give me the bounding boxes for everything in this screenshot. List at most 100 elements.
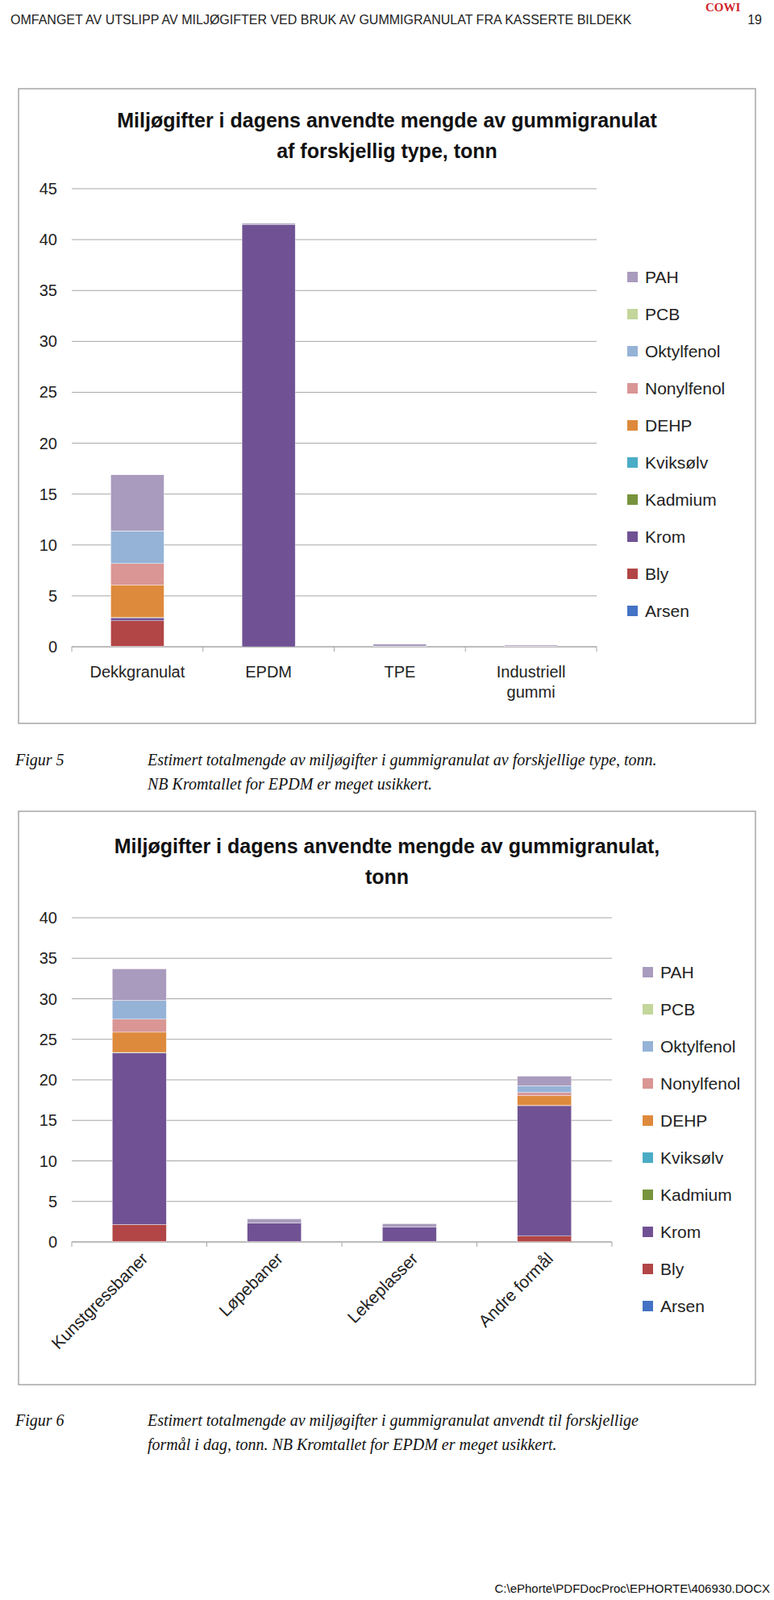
x-tick xyxy=(596,646,598,652)
caption-text: NB Kromtallet for EPDM er meget usikkert… xyxy=(146,774,433,794)
chart-frame xyxy=(18,88,756,724)
bar-segment xyxy=(504,645,558,647)
y-tick-label: 10 xyxy=(39,1152,58,1170)
footer-path: C:\ePhorte\PDFDocProc\EPHORTE\406930.DOC… xyxy=(494,1581,770,1595)
legend-swatch xyxy=(627,531,638,542)
chart-frame xyxy=(18,811,756,1385)
bar-segment xyxy=(517,1092,572,1096)
bar-segment xyxy=(241,224,296,225)
caption-label: Figur 5 xyxy=(14,750,65,770)
bar-segment xyxy=(517,1235,572,1242)
legend-swatch xyxy=(627,271,638,283)
legend-swatch xyxy=(627,568,638,579)
caption-label: Figur 6 xyxy=(14,1410,65,1430)
legend-swatch xyxy=(642,1226,654,1237)
legend-swatch xyxy=(642,1077,654,1089)
legend-swatch xyxy=(627,605,638,616)
legend-label: Kadmium xyxy=(660,1185,733,1204)
legend-swatch xyxy=(642,1152,654,1163)
legend-swatch xyxy=(627,382,638,394)
bar-segment xyxy=(247,1222,302,1241)
legend-label: Kviksølv xyxy=(660,1148,725,1167)
bar-segment xyxy=(112,968,167,1000)
bar-segment xyxy=(504,645,558,646)
page-number: 19 xyxy=(747,12,762,27)
caption-text: Estimert totalmengde av miljøgifter i gu… xyxy=(146,1410,639,1430)
x-tick xyxy=(71,646,73,652)
logo: COWI xyxy=(705,0,741,14)
bar-segment xyxy=(241,224,296,225)
x-tick xyxy=(341,1241,343,1247)
bar-segment xyxy=(241,223,296,225)
bar-segment xyxy=(110,617,164,621)
x-tick xyxy=(611,1241,613,1247)
y-tick-label: 15 xyxy=(39,485,58,504)
legend-swatch xyxy=(642,1003,654,1015)
grid-line xyxy=(71,917,612,919)
chart: Miljøgifter i dagens anvendte mengde av … xyxy=(18,811,756,1385)
bar-segment xyxy=(241,224,296,647)
bar-segment xyxy=(517,1086,572,1093)
legend-swatch xyxy=(642,1263,654,1274)
legend-label: Arsen xyxy=(645,601,690,621)
legend-label: Krom xyxy=(645,527,686,546)
bar-segment xyxy=(241,224,296,225)
legend-swatch xyxy=(627,420,638,431)
bar-segment xyxy=(382,1226,437,1241)
bar-segment xyxy=(504,645,558,647)
legend-swatch xyxy=(642,1300,654,1311)
legend-label: Oktylfenol xyxy=(660,1036,736,1056)
bar-segment xyxy=(504,645,558,647)
legend-label: DEHP xyxy=(660,1111,708,1130)
x-tick xyxy=(202,646,204,652)
bar-segment xyxy=(517,1075,572,1086)
bar-segment xyxy=(110,530,164,563)
x-tick-label: Andre formål xyxy=(474,1248,557,1331)
legend-label: Bly xyxy=(645,564,670,583)
y-tick-label: 45 xyxy=(39,179,58,198)
legend-label: Kviksølv xyxy=(645,453,709,472)
x-tick xyxy=(333,646,335,652)
legend-label: Oktylfenol xyxy=(645,341,720,361)
x-tick-label: Kunstgressbaner xyxy=(47,1248,152,1353)
bars xyxy=(112,968,572,1242)
y-tick-label: 30 xyxy=(39,332,58,350)
caption-text: formål i dag, tonn. NB Kromtallet for EP… xyxy=(147,1435,558,1454)
bar-segment xyxy=(241,224,296,225)
bar-segment xyxy=(110,584,164,617)
x-tick xyxy=(465,646,467,652)
bar-segment xyxy=(112,1052,167,1224)
x-tick xyxy=(71,1241,73,1247)
header-title: OMFANGET AV UTSLIPP AV MILJØGIFTER VED B… xyxy=(10,12,633,27)
legend-label: Kadmium xyxy=(645,490,717,509)
bar-segment xyxy=(504,645,558,647)
x-tick-label: TPE xyxy=(383,662,416,681)
bar-segment xyxy=(247,1218,302,1223)
x-tick-label: Løpebaner xyxy=(215,1248,287,1320)
y-tick-label: 35 xyxy=(39,948,58,967)
legend-swatch xyxy=(627,308,638,320)
legend-swatch xyxy=(627,457,638,468)
bar-segment xyxy=(517,1095,572,1106)
y-tick-label: 35 xyxy=(39,281,58,300)
y-tick-label: 30 xyxy=(39,990,58,1008)
y-tick-label: 40 xyxy=(39,908,58,927)
x-tick xyxy=(476,1241,478,1247)
bar-segment xyxy=(110,620,164,647)
x-tick-label: Dekkgranulat xyxy=(89,662,185,681)
x-tick-label: EPDM xyxy=(245,662,292,681)
bar-segment xyxy=(517,1105,572,1236)
legend-swatch xyxy=(627,345,638,357)
legend-label: Bly xyxy=(660,1259,685,1278)
y-tick-label: 20 xyxy=(39,1070,58,1089)
grid-line xyxy=(71,442,597,444)
page: OMFANGET AV UTSLIPP AV MILJØGIFTER VED B… xyxy=(0,0,774,1600)
grid-line xyxy=(71,391,597,393)
legend-label: DEHP xyxy=(645,416,692,435)
bar-segment xyxy=(112,1019,167,1032)
bar-segment xyxy=(504,646,558,648)
chart-title: Miljøgifter i dagens anvendte mengde av … xyxy=(114,834,661,888)
y-tick-label: 0 xyxy=(48,637,58,656)
bar-segment xyxy=(373,645,427,647)
bar-segment xyxy=(110,563,164,586)
